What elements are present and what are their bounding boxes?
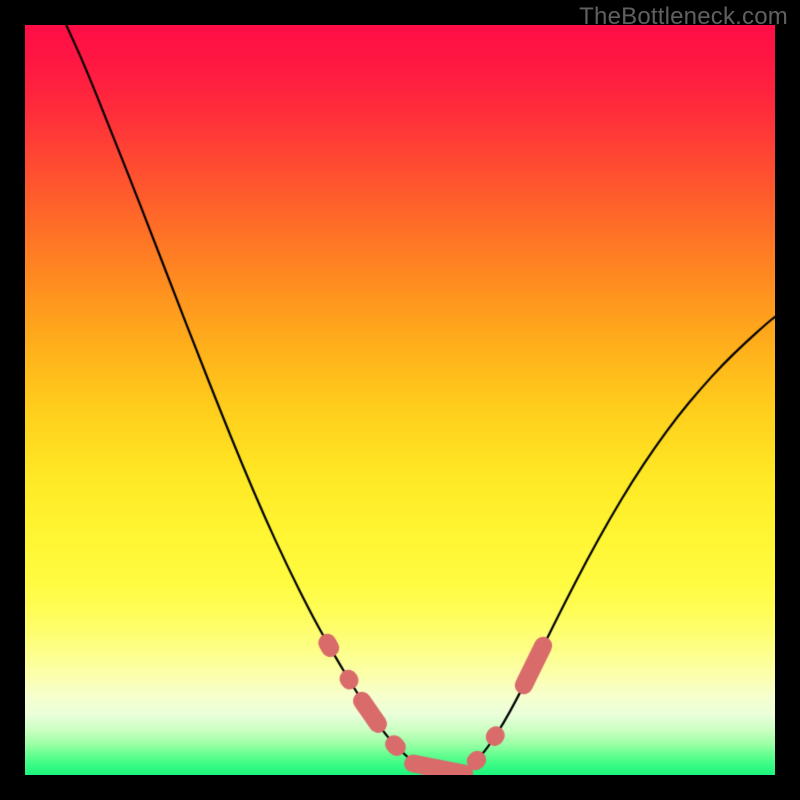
watermark-text: TheBottleneck.com <box>579 3 788 31</box>
bottleneck-chart <box>25 25 775 775</box>
